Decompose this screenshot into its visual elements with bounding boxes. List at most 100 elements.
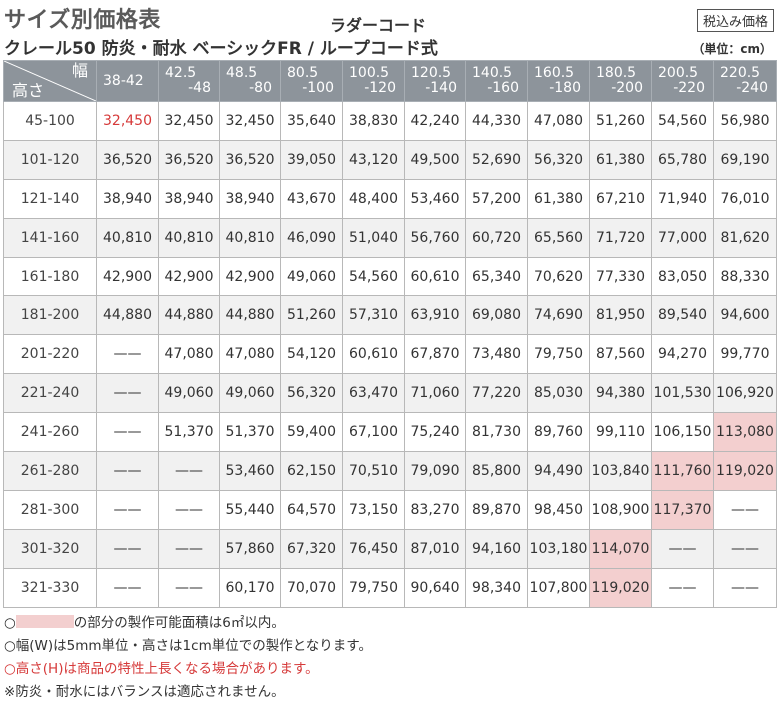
price-cell: 77,000 [651, 217, 714, 258]
price-cell: 94,160 [465, 528, 528, 569]
price-cell: 99,770 [713, 334, 777, 375]
table-corner-cell: 幅 高さ [3, 60, 97, 102]
price-cell: 60,610 [404, 256, 466, 297]
price-cell: 69,080 [465, 295, 528, 336]
price-cell: 51,260 [280, 295, 343, 336]
width-column-header: 80.5 -100 [280, 60, 343, 102]
price-cell: 108,900 [589, 489, 652, 530]
price-cell: 53,460 [404, 178, 466, 219]
price-cell: 40,810 [158, 217, 220, 258]
price-cell: 67,100 [342, 412, 405, 453]
price-cell: 85,030 [527, 373, 590, 414]
price-cell: 63,470 [342, 373, 405, 414]
price-cell: 65,780 [651, 139, 714, 180]
price-cell: 98,340 [465, 567, 528, 608]
price-cell: 43,120 [342, 139, 405, 180]
price-cell: 60,720 [465, 217, 528, 258]
highlight-swatch [15, 615, 74, 628]
price-cell: 88,330 [713, 256, 777, 297]
table-row: 281-300 —— —— 55,440 64,570 73,150 83,270 89,87… [3, 489, 777, 530]
width-range-start: 180.5 [596, 65, 637, 81]
width-column-header: 180.5 -200 [589, 60, 652, 102]
price-cell: 44,880 [96, 295, 159, 336]
price-cell: —— [158, 451, 220, 491]
note-text: の部分の製作可能面積は6㎡以内。 [73, 615, 285, 631]
price-cell: 61,380 [527, 178, 590, 219]
price-cell: —— [96, 373, 159, 414]
table-row: 161-180 42,900 42,900 42,900 49,060 54,560 60,… [3, 256, 777, 297]
price-cell: 103,180 [527, 528, 590, 569]
price-cell: 79,750 [342, 567, 405, 608]
width-range-end: -240 [736, 80, 768, 96]
width-range-end: -180 [549, 80, 581, 96]
price-cell: 47,080 [219, 334, 281, 375]
price-cell: 61,380 [589, 139, 652, 180]
price-cell: 49,060 [219, 373, 281, 414]
price-cell: 54,560 [651, 101, 714, 141]
price-cell: 99,110 [589, 412, 652, 453]
price-cell: 70,510 [342, 451, 405, 491]
price-cell: 60,170 [219, 567, 281, 608]
price-cell: 35,640 [280, 101, 343, 141]
width-range-start: 140.5 [472, 65, 513, 81]
price-cell: 81,730 [465, 412, 528, 453]
height-row-header: 181-200 [3, 295, 97, 336]
price-cell: 83,050 [651, 256, 714, 297]
price-cell: 83,270 [404, 489, 466, 530]
width-range-start: 48.5 [226, 65, 258, 81]
price-cell: 32,450 [219, 101, 281, 141]
price-cell: 44,330 [465, 101, 528, 141]
price-cell: —— [96, 489, 159, 530]
width-range-end: -160 [487, 80, 519, 96]
price-cell: 49,060 [280, 256, 343, 297]
price-cell: 76,010 [713, 178, 777, 219]
price-cell: 54,560 [342, 256, 405, 297]
height-row-header: 141-160 [3, 217, 97, 258]
price-cell: 119,020 [713, 451, 777, 491]
note-line: ○幅(W)は5mm単位・高さは1cm単位での製作となります。 [4, 635, 372, 658]
note-bullet: ○ [4, 615, 16, 631]
price-cell: 79,090 [404, 451, 466, 491]
price-cell: 32,450 [96, 101, 159, 141]
height-row-header: 321-330 [3, 567, 97, 608]
height-row-header: 221-240 [3, 373, 97, 414]
note-text: 高さ(H)は商品の特性上長くなる場合があります。 [15, 661, 319, 677]
width-range-end: -140 [425, 80, 457, 96]
table-row: 241-260 —— 51,370 51,370 59,400 67,100 75,240 8… [3, 412, 777, 453]
price-cell: —— [158, 528, 220, 569]
price-cell: 44,880 [219, 295, 281, 336]
price-cell: 51,040 [342, 217, 405, 258]
price-cell: 107,800 [527, 567, 590, 608]
height-axis-label: 高さ [12, 81, 45, 100]
price-cell: 94,270 [651, 334, 714, 375]
price-cell: 74,690 [527, 295, 590, 336]
price-cell: 94,490 [527, 451, 590, 491]
price-cell: 119,020 [589, 567, 652, 608]
price-cell: 57,860 [219, 528, 281, 569]
price-cell: —— [713, 528, 777, 569]
price-cell: 87,010 [404, 528, 466, 569]
price-cell: 71,060 [404, 373, 466, 414]
price-cell: 51,370 [219, 412, 281, 453]
price-cell: 76,450 [342, 528, 405, 569]
width-column-header: 42.5 -48 [158, 60, 220, 102]
price-cell: 73,150 [342, 489, 405, 530]
price-cell: 38,940 [219, 178, 281, 219]
price-cell: 53,460 [219, 451, 281, 491]
price-cell: —— [713, 489, 777, 530]
price-cell: 106,150 [651, 412, 714, 453]
height-row-header: 301-320 [3, 528, 97, 569]
width-column-header: 120.5 -140 [404, 60, 466, 102]
diagonal-divider [4, 61, 96, 101]
price-cell: 36,520 [219, 139, 281, 180]
price-cell: 44,880 [158, 295, 220, 336]
table-row: 201-220 —— 47,080 47,080 54,120 60,610 67,870 7… [3, 334, 777, 375]
price-cell: 51,370 [158, 412, 220, 453]
width-range-end: -200 [611, 80, 643, 96]
price-cell: 49,060 [158, 373, 220, 414]
price-table: 幅 高さ 38-42 42.5 -48 48.5 -80 80.5 -100 100.5 -12… [3, 60, 777, 608]
note-text: 防炎・耐水にはバランスは適応されません。 [15, 684, 285, 700]
price-cell: 57,310 [342, 295, 405, 336]
price-cell: —— [96, 567, 159, 608]
price-cell: 87,560 [589, 334, 652, 375]
